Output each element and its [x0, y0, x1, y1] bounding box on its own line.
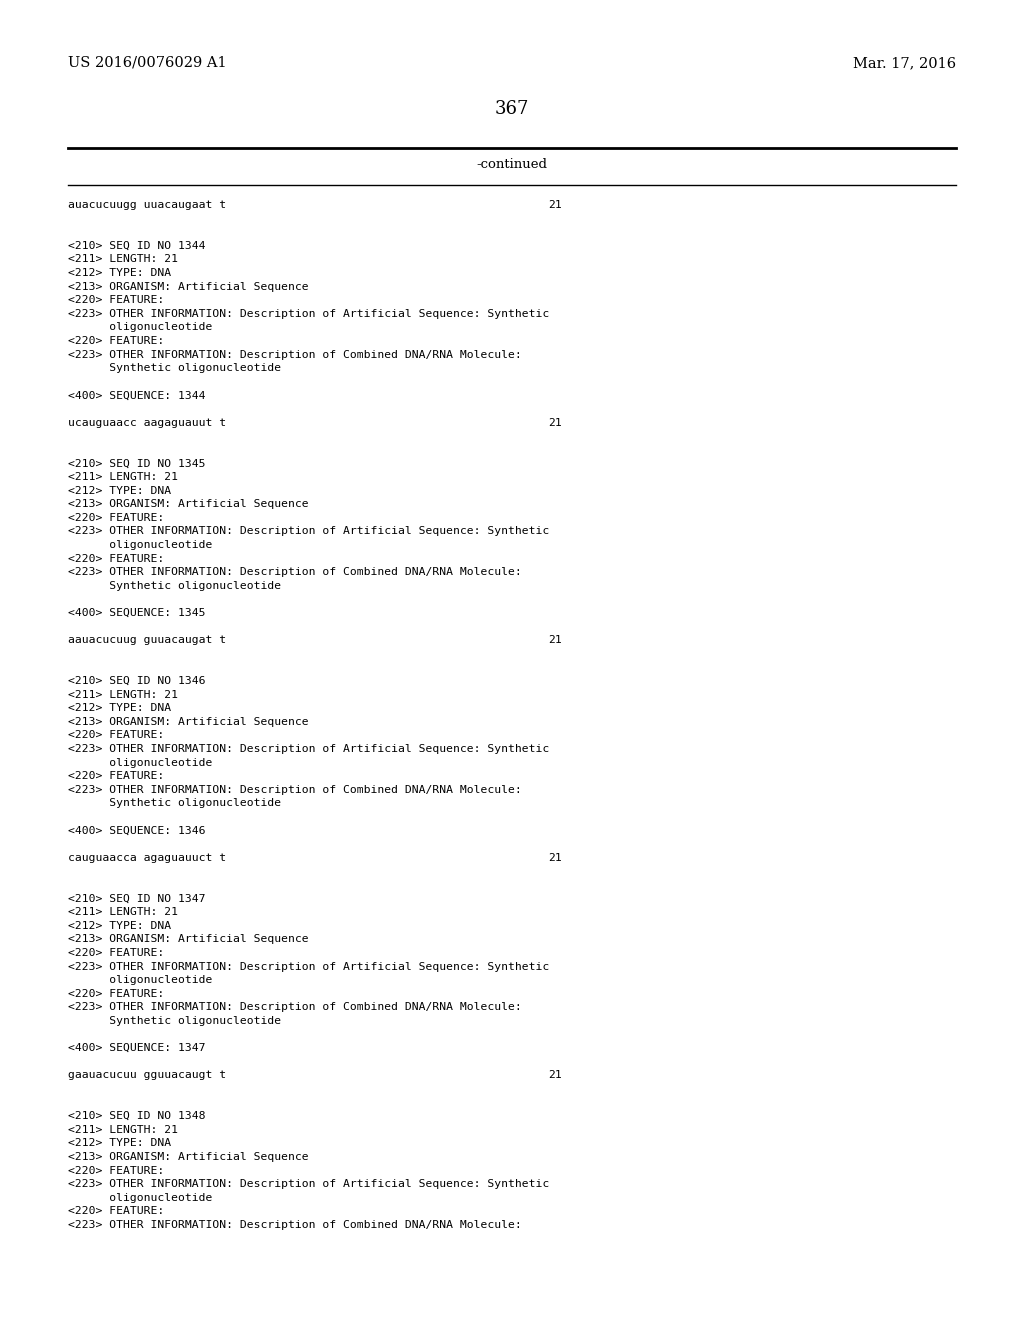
- Text: <223> OTHER INFORMATION: Description of Artificial Sequence: Synthetic: <223> OTHER INFORMATION: Description of …: [68, 309, 549, 319]
- Text: <220> FEATURE:: <220> FEATURE:: [68, 771, 164, 781]
- Text: <220> FEATURE:: <220> FEATURE:: [68, 989, 164, 999]
- Text: <213> ORGANISM: Artificial Sequence: <213> ORGANISM: Artificial Sequence: [68, 717, 308, 727]
- Text: <210> SEQ ID NO 1348: <210> SEQ ID NO 1348: [68, 1111, 206, 1121]
- Text: oligonucleotide: oligonucleotide: [68, 1193, 212, 1203]
- Text: <213> ORGANISM: Artificial Sequence: <213> ORGANISM: Artificial Sequence: [68, 1152, 308, 1162]
- Text: <213> ORGANISM: Artificial Sequence: <213> ORGANISM: Artificial Sequence: [68, 499, 308, 510]
- Text: <210> SEQ ID NO 1347: <210> SEQ ID NO 1347: [68, 894, 206, 904]
- Text: <220> FEATURE:: <220> FEATURE:: [68, 553, 164, 564]
- Text: <220> FEATURE:: <220> FEATURE:: [68, 948, 164, 958]
- Text: aauacucuug guuacaugat t: aauacucuug guuacaugat t: [68, 635, 226, 645]
- Text: <220> FEATURE:: <220> FEATURE:: [68, 512, 164, 523]
- Text: <211> LENGTH: 21: <211> LENGTH: 21: [68, 907, 178, 917]
- Text: 21: 21: [548, 1071, 562, 1080]
- Text: <220> FEATURE:: <220> FEATURE:: [68, 1206, 164, 1217]
- Text: 367: 367: [495, 100, 529, 117]
- Text: Synthetic oligonucleotide: Synthetic oligonucleotide: [68, 1016, 282, 1026]
- Text: <220> FEATURE:: <220> FEATURE:: [68, 730, 164, 741]
- Text: oligonucleotide: oligonucleotide: [68, 758, 212, 768]
- Text: <212> TYPE: DNA: <212> TYPE: DNA: [68, 704, 171, 713]
- Text: <223> OTHER INFORMATION: Description of Combined DNA/RNA Molecule:: <223> OTHER INFORMATION: Description of …: [68, 568, 522, 577]
- Text: -continued: -continued: [476, 158, 548, 172]
- Text: <223> OTHER INFORMATION: Description of Combined DNA/RNA Molecule:: <223> OTHER INFORMATION: Description of …: [68, 785, 522, 795]
- Text: <223> OTHER INFORMATION: Description of Combined DNA/RNA Molecule:: <223> OTHER INFORMATION: Description of …: [68, 1220, 522, 1230]
- Text: <211> LENGTH: 21: <211> LENGTH: 21: [68, 689, 178, 700]
- Text: US 2016/0076029 A1: US 2016/0076029 A1: [68, 55, 226, 70]
- Text: <220> FEATURE:: <220> FEATURE:: [68, 1166, 164, 1176]
- Text: <212> TYPE: DNA: <212> TYPE: DNA: [68, 486, 171, 495]
- Text: <400> SEQUENCE: 1347: <400> SEQUENCE: 1347: [68, 1043, 206, 1053]
- Text: ucauguaacc aagaguauut t: ucauguaacc aagaguauut t: [68, 417, 226, 428]
- Text: 21: 21: [548, 853, 562, 863]
- Text: oligonucleotide: oligonucleotide: [68, 322, 212, 333]
- Text: <212> TYPE: DNA: <212> TYPE: DNA: [68, 921, 171, 931]
- Text: <223> OTHER INFORMATION: Description of Artificial Sequence: Synthetic: <223> OTHER INFORMATION: Description of …: [68, 961, 549, 972]
- Text: <220> FEATURE:: <220> FEATURE:: [68, 337, 164, 346]
- Text: <400> SEQUENCE: 1344: <400> SEQUENCE: 1344: [68, 391, 206, 400]
- Text: <400> SEQUENCE: 1345: <400> SEQUENCE: 1345: [68, 609, 206, 618]
- Text: oligonucleotide: oligonucleotide: [68, 975, 212, 985]
- Text: Synthetic oligonucleotide: Synthetic oligonucleotide: [68, 581, 282, 591]
- Text: <213> ORGANISM: Artificial Sequence: <213> ORGANISM: Artificial Sequence: [68, 281, 308, 292]
- Text: <400> SEQUENCE: 1346: <400> SEQUENCE: 1346: [68, 825, 206, 836]
- Text: Mar. 17, 2016: Mar. 17, 2016: [853, 55, 956, 70]
- Text: oligonucleotide: oligonucleotide: [68, 540, 212, 550]
- Text: <223> OTHER INFORMATION: Description of Artificial Sequence: Synthetic: <223> OTHER INFORMATION: Description of …: [68, 744, 549, 754]
- Text: <223> OTHER INFORMATION: Description of Artificial Sequence: Synthetic: <223> OTHER INFORMATION: Description of …: [68, 527, 549, 536]
- Text: <223> OTHER INFORMATION: Description of Artificial Sequence: Synthetic: <223> OTHER INFORMATION: Description of …: [68, 1179, 549, 1189]
- Text: Synthetic oligonucleotide: Synthetic oligonucleotide: [68, 799, 282, 808]
- Text: <213> ORGANISM: Artificial Sequence: <213> ORGANISM: Artificial Sequence: [68, 935, 308, 944]
- Text: <211> LENGTH: 21: <211> LENGTH: 21: [68, 473, 178, 482]
- Text: <223> OTHER INFORMATION: Description of Combined DNA/RNA Molecule:: <223> OTHER INFORMATION: Description of …: [68, 350, 522, 359]
- Text: cauguaacca agaguauuct t: cauguaacca agaguauuct t: [68, 853, 226, 863]
- Text: <210> SEQ ID NO 1345: <210> SEQ ID NO 1345: [68, 458, 206, 469]
- Text: Synthetic oligonucleotide: Synthetic oligonucleotide: [68, 363, 282, 374]
- Text: <212> TYPE: DNA: <212> TYPE: DNA: [68, 268, 171, 279]
- Text: <223> OTHER INFORMATION: Description of Combined DNA/RNA Molecule:: <223> OTHER INFORMATION: Description of …: [68, 1002, 522, 1012]
- Text: <212> TYPE: DNA: <212> TYPE: DNA: [68, 1138, 171, 1148]
- Text: 21: 21: [548, 417, 562, 428]
- Text: <210> SEQ ID NO 1346: <210> SEQ ID NO 1346: [68, 676, 206, 686]
- Text: 21: 21: [548, 201, 562, 210]
- Text: 21: 21: [548, 635, 562, 645]
- Text: gaauacucuu gguuacaugt t: gaauacucuu gguuacaugt t: [68, 1071, 226, 1080]
- Text: <210> SEQ ID NO 1344: <210> SEQ ID NO 1344: [68, 240, 206, 251]
- Text: auacucuugg uuacaugaat t: auacucuugg uuacaugaat t: [68, 201, 226, 210]
- Text: <220> FEATURE:: <220> FEATURE:: [68, 296, 164, 305]
- Text: <211> LENGTH: 21: <211> LENGTH: 21: [68, 1125, 178, 1135]
- Text: <211> LENGTH: 21: <211> LENGTH: 21: [68, 255, 178, 264]
